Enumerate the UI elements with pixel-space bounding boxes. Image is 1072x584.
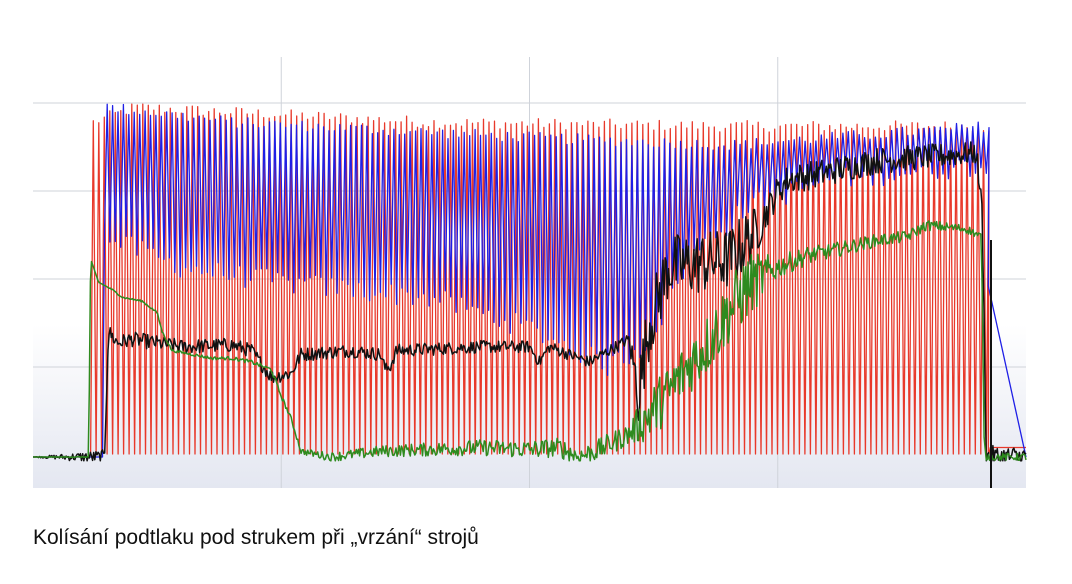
- series-line-4: [33, 220, 1027, 462]
- chart-caption: Kolísání podtlaku pod strukem při „vrzán…: [33, 526, 479, 549]
- series-line-1: [33, 103, 1026, 458]
- series-line-2: [33, 103, 1027, 458]
- line-chart: [33, 57, 1027, 488]
- series-line-3: [33, 141, 1027, 462]
- chart-area: [33, 57, 1027, 488]
